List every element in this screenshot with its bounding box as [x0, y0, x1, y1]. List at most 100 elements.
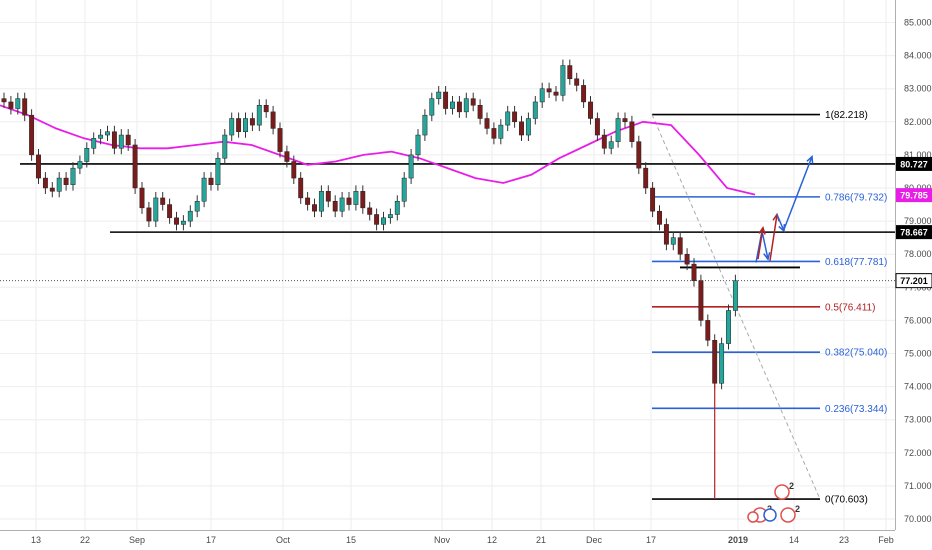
candle-down-body	[684, 253, 690, 265]
fib-close-paren: )	[872, 302, 875, 313]
x-axis[interactable]: 13 22 Sep 17 Oct 15 Nov 12 21 Dec 17 2019 14 23 Feb	[0, 530, 932, 550]
y-tick-label: 78.000	[904, 249, 932, 259]
event-badge-count: 2	[795, 504, 800, 514]
candle-down-body	[270, 111, 276, 129]
x-tick-label: 17	[206, 535, 216, 545]
candle-up-body	[408, 154, 414, 179]
candle-up-body	[70, 167, 76, 185]
fib-open-paren: (	[850, 192, 854, 203]
fib-close-paren: )	[865, 495, 868, 506]
candle-down-body	[574, 78, 580, 86]
candle-up-body	[91, 138, 97, 149]
level-price-label: 80.727	[900, 159, 928, 169]
candlesticks	[1, 59, 738, 500]
candle-down-body	[305, 197, 311, 205]
candle-down-body	[491, 128, 497, 139]
candle-up-body	[339, 197, 345, 212]
candle-down-body	[29, 114, 35, 156]
x-tick-label: Oct	[276, 535, 291, 545]
fib-price: 70.603	[834, 495, 865, 506]
candle-down-body	[22, 98, 28, 116]
candle-up-body	[77, 161, 83, 169]
current-price-label: 77.201	[900, 276, 928, 286]
candle-down-body	[650, 187, 656, 212]
candle-down-body	[146, 207, 152, 222]
blue-arrow-down-head	[778, 224, 786, 233]
candle-up-body	[394, 200, 400, 215]
candle-down-body	[470, 98, 476, 106]
x-tick-label: 2019	[728, 535, 748, 545]
fib-level-label: 1(82.218)	[825, 110, 868, 121]
candle-down-body	[63, 177, 69, 185]
blue-arrow-target	[783, 156, 813, 230]
candle-up-body	[84, 148, 90, 162]
candle-up-body	[401, 177, 407, 202]
current-price-badge	[895, 273, 932, 289]
candle-up-body	[118, 134, 124, 149]
candle-down-body	[42, 177, 48, 189]
x-tick-label: 23	[839, 535, 849, 545]
candle-down-body	[367, 207, 373, 215]
y-axis[interactable]: 70.000 71.000 72.000 73.000 74.000 75.000 76.0…	[895, 0, 932, 550]
candle-down-body	[312, 204, 317, 212]
fib-open-paren: (	[831, 110, 835, 121]
blue-arrow-small-head	[763, 252, 771, 261]
fib-ratio: 0.5	[825, 302, 839, 313]
y-tick-label: 85.000	[904, 18, 932, 28]
candle-up-body	[505, 111, 511, 126]
event-badge-icon[interactable]	[774, 484, 790, 500]
moving-average-group	[0, 104, 756, 196]
candle-up-body	[256, 105, 262, 126]
candle-down-body	[325, 191, 331, 202]
fib-ratio: 0.236	[825, 404, 850, 415]
x-tick-label: 13	[31, 535, 41, 545]
candle-up-body	[732, 280, 738, 311]
candle-up-body	[415, 134, 421, 156]
fib-open-paren: (	[850, 257, 854, 268]
candle-down-body	[712, 340, 718, 384]
candle-up-body	[525, 118, 531, 136]
candle-down-body	[298, 177, 304, 199]
candle-down-body	[643, 167, 649, 189]
x-tick-label: 14	[789, 535, 799, 545]
candle-down-body	[601, 134, 607, 149]
candle-down-body	[167, 204, 173, 219]
candle-down-body	[111, 131, 117, 149]
candle-down-body	[132, 144, 138, 189]
event-badge-icon[interactable]	[747, 511, 759, 523]
candle-down-body	[456, 101, 462, 113]
candle-up-body	[15, 98, 21, 109]
candle-down-body	[636, 141, 642, 169]
fib-ratio: 0.786	[825, 192, 850, 203]
y-tick-label: 74.000	[904, 382, 932, 392]
fib-close-paren: )	[865, 110, 868, 121]
candle-down-body	[374, 214, 380, 225]
candle-up-body	[436, 91, 442, 99]
candle-up-body	[98, 134, 104, 139]
moving-average-line	[0, 104, 756, 196]
candle-down-body	[360, 191, 366, 209]
candle-down-body	[263, 105, 269, 113]
candle-up-body	[243, 118, 248, 132]
candle-up-body	[353, 191, 359, 205]
fib-level-label: 0.618(77.781)	[825, 257, 887, 268]
fib-ratio: 0.618	[825, 257, 850, 268]
drawings[interactable]	[755, 154, 814, 263]
candle-up-body	[615, 118, 621, 142]
candle-down-body	[519, 121, 524, 136]
fib-open-paren: (	[831, 495, 835, 506]
candle-up-body	[670, 237, 676, 245]
candle-down-body	[277, 128, 283, 152]
level-price-badge	[896, 156, 932, 171]
candle-up-body	[229, 118, 235, 136]
event-badges[interactable]: 222	[747, 481, 800, 523]
candle-up-body	[381, 217, 386, 225]
x-tick-label: Sep	[129, 535, 145, 545]
fib-open-paren: (	[839, 302, 843, 313]
y-tick-label: 75.000	[904, 349, 932, 359]
event-badge-icon[interactable]	[763, 508, 777, 522]
event-badge-icon[interactable]	[780, 507, 796, 523]
candle-down-body	[8, 101, 14, 109]
candle-up-body	[180, 220, 186, 225]
